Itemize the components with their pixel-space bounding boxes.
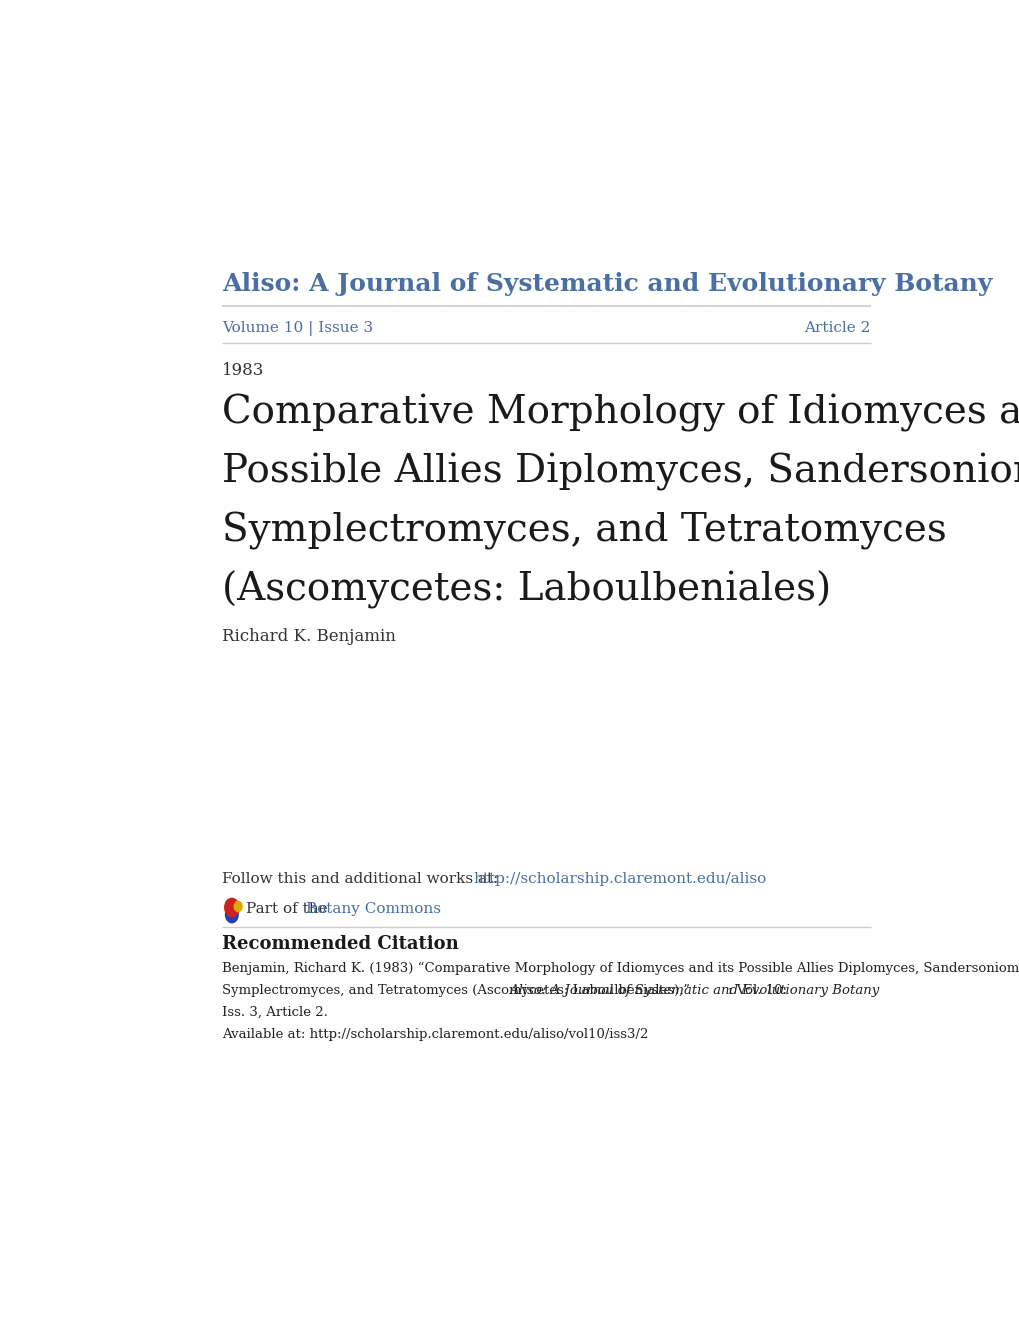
Text: Follow this and additional works at:: Follow this and additional works at: (222, 873, 503, 886)
Text: Botany Commons: Botany Commons (306, 903, 441, 916)
Text: Richard K. Benjamin: Richard K. Benjamin (222, 628, 395, 645)
Text: Aliso: A Journal of Systematic and Evolutionary Botany: Aliso: A Journal of Systematic and Evolu… (508, 983, 878, 997)
Circle shape (225, 907, 238, 923)
Text: Possible Allies Diplomyces, Sandersoniomyces,: Possible Allies Diplomyces, Sandersoniom… (222, 453, 1019, 491)
Text: Symplectromyces, and Tetratomyces: Symplectromyces, and Tetratomyces (222, 512, 947, 550)
Text: http://scholarship.claremont.edu/aliso: http://scholarship.claremont.edu/aliso (473, 873, 766, 886)
Text: Part of the: Part of the (246, 903, 332, 916)
Text: Symplectromyces, and Tetratomyces (Ascomycetes: Laboulbeniales),”: Symplectromyces, and Tetratomyces (Ascom… (222, 983, 694, 997)
Text: : Vol. 10:: : Vol. 10: (728, 983, 787, 997)
Circle shape (234, 902, 242, 912)
Text: (Ascomycetes: Laboulbeniales): (Ascomycetes: Laboulbeniales) (222, 572, 830, 610)
Text: 1983: 1983 (222, 362, 265, 379)
Text: Comparative Morphology of Idiomyces and its: Comparative Morphology of Idiomyces and … (222, 395, 1019, 432)
Circle shape (224, 899, 238, 916)
Text: Iss. 3, Article 2.: Iss. 3, Article 2. (222, 1006, 328, 1019)
Text: Benjamin, Richard K. (1983) “Comparative Morphology of Idiomyces and its Possibl: Benjamin, Richard K. (1983) “Comparative… (222, 961, 1019, 974)
Text: Available at: http://scholarship.claremont.edu/aliso/vol10/iss3/2: Available at: http://scholarship.claremo… (222, 1028, 648, 1041)
Text: Recommended Citation: Recommended Citation (222, 935, 459, 953)
Text: Volume 10 | Issue 3: Volume 10 | Issue 3 (222, 321, 373, 337)
Text: Aliso: A Journal of Systematic and Evolutionary Botany: Aliso: A Journal of Systematic and Evolu… (222, 272, 991, 296)
Text: Article 2: Article 2 (803, 321, 870, 335)
